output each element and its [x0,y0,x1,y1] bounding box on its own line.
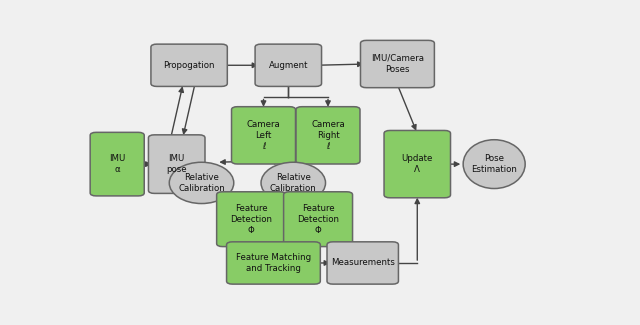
Text: Propogation: Propogation [163,61,215,70]
Text: Measurements: Measurements [331,258,395,267]
Text: Relative
Calibration: Relative Calibration [178,173,225,193]
FancyBboxPatch shape [217,192,285,247]
Text: Feature Matching
and Tracking: Feature Matching and Tracking [236,253,311,273]
FancyBboxPatch shape [296,107,360,164]
FancyBboxPatch shape [360,40,435,88]
Text: Pose
Estimation: Pose Estimation [471,154,517,174]
FancyBboxPatch shape [227,242,320,284]
FancyBboxPatch shape [284,192,353,247]
Ellipse shape [169,162,234,203]
Text: Update
Λ: Update Λ [401,154,433,174]
Text: Augment: Augment [269,61,308,70]
FancyBboxPatch shape [232,107,296,164]
Text: Feature
Detection
Φ: Feature Detection Φ [230,203,272,235]
FancyBboxPatch shape [90,132,144,196]
Text: Relative
Calibration: Relative Calibration [270,173,317,193]
Text: IMU
α: IMU α [109,154,125,174]
Text: Camera
Right
ℓ: Camera Right ℓ [311,120,345,151]
Text: Feature
Detection
Φ: Feature Detection Φ [297,203,339,235]
Text: IMU/Camera
Poses: IMU/Camera Poses [371,54,424,74]
Ellipse shape [261,162,326,203]
FancyBboxPatch shape [255,44,321,86]
Ellipse shape [463,140,525,188]
FancyBboxPatch shape [327,242,399,284]
FancyBboxPatch shape [148,135,205,193]
FancyBboxPatch shape [151,44,227,86]
Text: Camera
Left
ℓ: Camera Left ℓ [246,120,280,151]
FancyBboxPatch shape [384,130,451,198]
Text: IMU
pose: IMU pose [166,154,187,174]
